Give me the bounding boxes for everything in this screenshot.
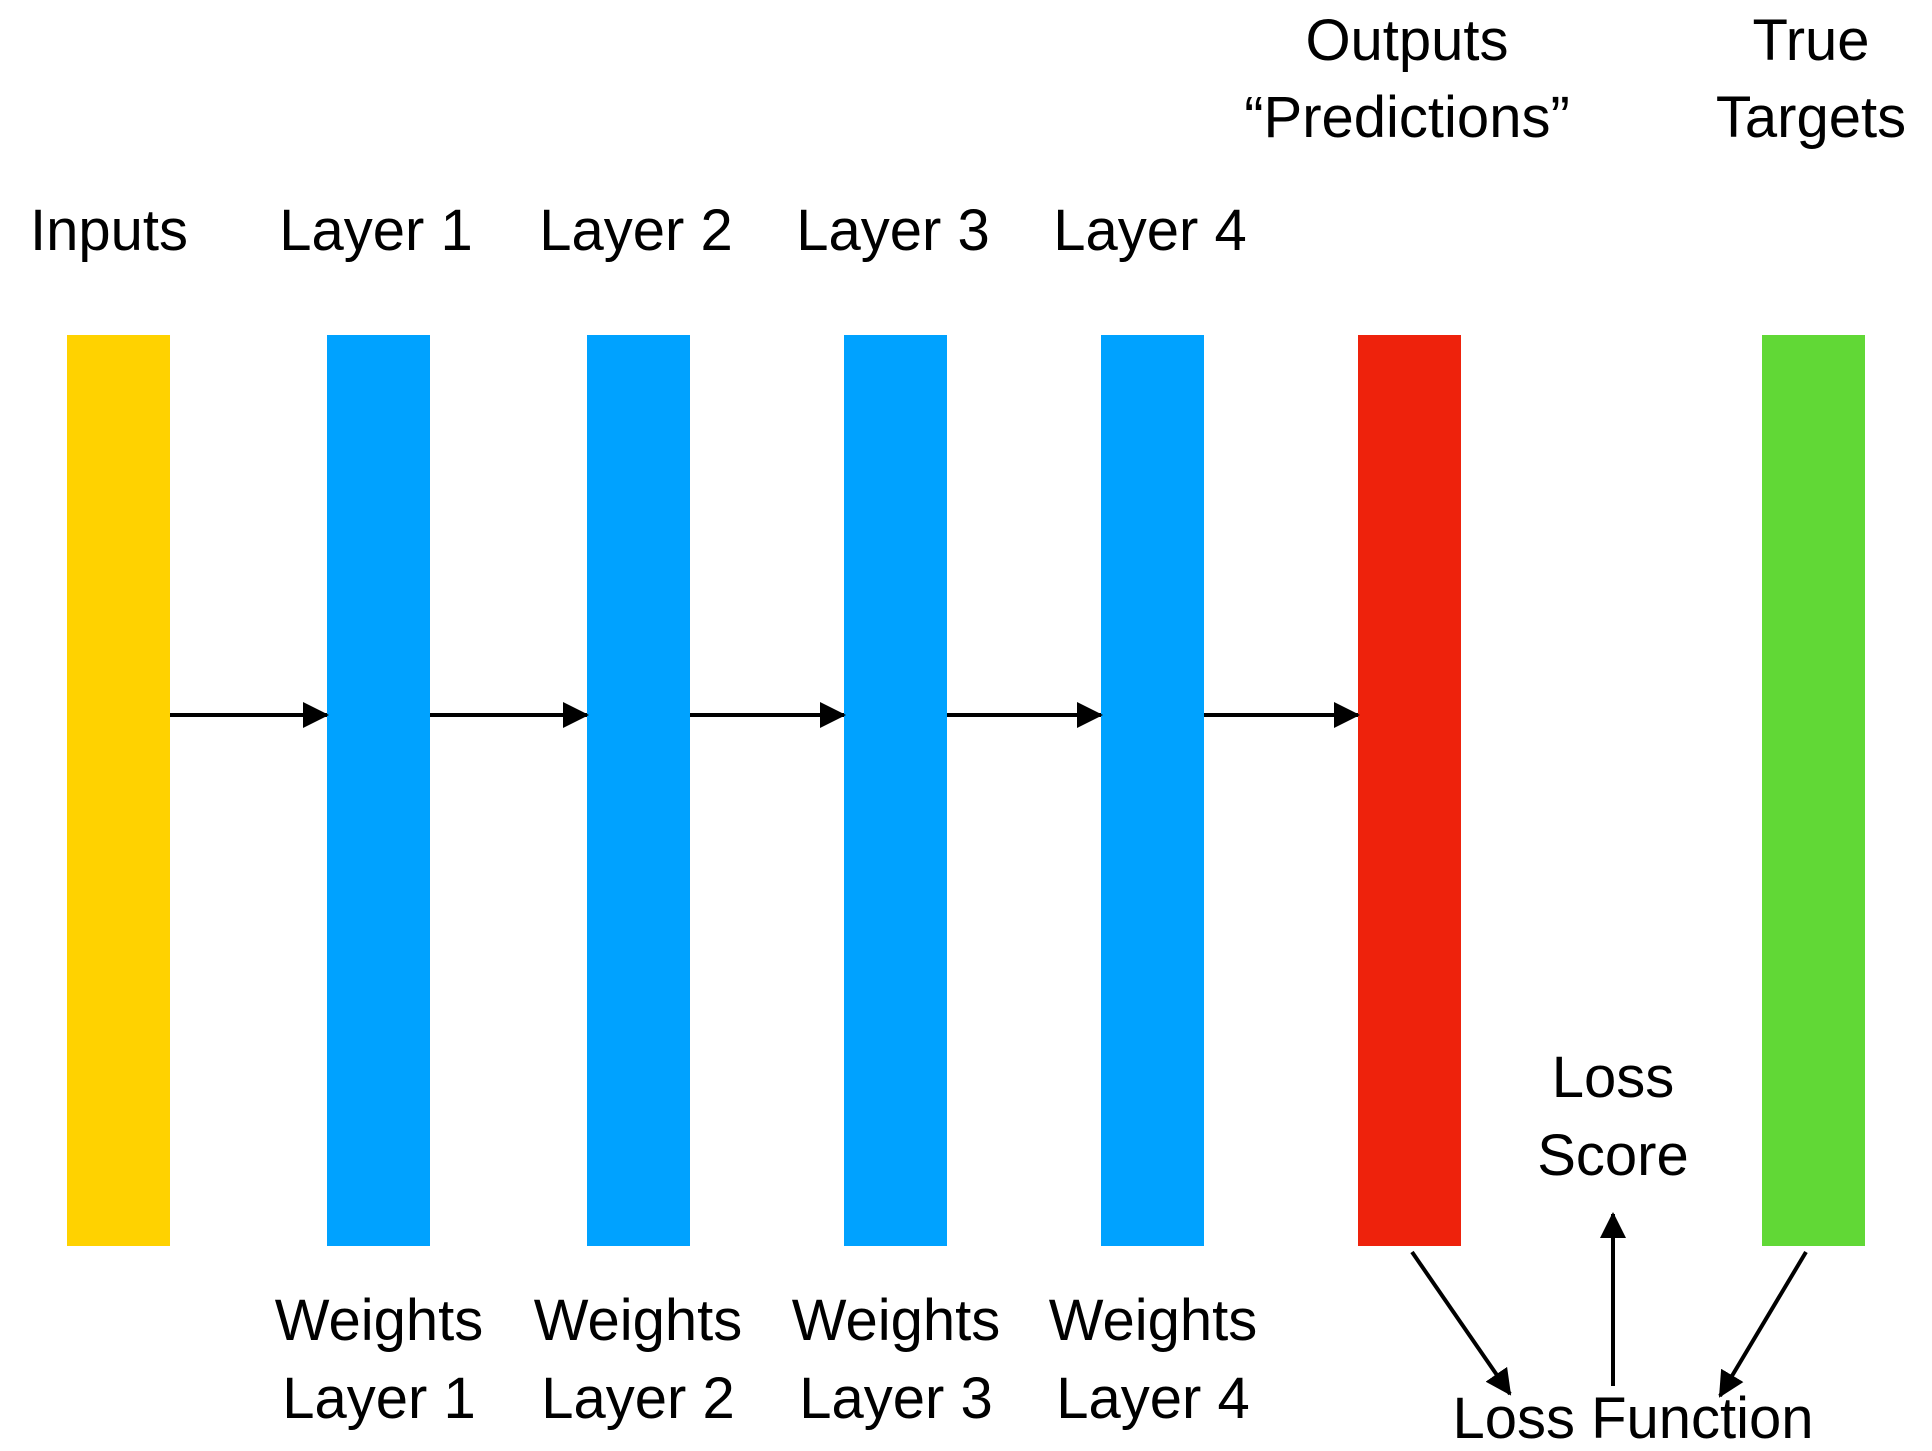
layer3-bar [844, 335, 947, 1246]
weights3-label-line2: Layer 3 [799, 1366, 992, 1431]
weights1-label-line1: Weights [275, 1288, 483, 1353]
inputs-label: Inputs [30, 198, 188, 263]
layer1-label: Layer 1 [279, 198, 472, 263]
layer2-bar [587, 335, 690, 1246]
targets-label-line1: True [1752, 8, 1869, 73]
layer2-label: Layer 2 [539, 198, 732, 263]
weights1-label-line2: Layer 1 [282, 1366, 475, 1431]
arrow-outputs-to-loss-function [1410, 1250, 1512, 1396]
weights2-label-line1: Weights [534, 1288, 742, 1353]
layer3-label: Layer 3 [796, 198, 989, 263]
weights3-label-line1: Weights [792, 1288, 1000, 1353]
targets-bar [1762, 335, 1865, 1246]
layer1-bar [327, 335, 430, 1246]
layer4-label: Layer 4 [1053, 198, 1246, 263]
loss-function-label: Loss Function [1452, 1386, 1813, 1451]
weights4-label-line1: Weights [1049, 1288, 1257, 1353]
inputs-bar [67, 335, 170, 1246]
loss-score-label-line1: Loss [1552, 1045, 1675, 1110]
outputs-bar [1358, 335, 1461, 1246]
outputs-label-line1: Outputs [1305, 8, 1508, 73]
weights2-label-line2: Layer 2 [541, 1366, 734, 1431]
outputs-label-line2: “Predictions” [1244, 85, 1570, 150]
weights4-label-line2: Layer 4 [1056, 1366, 1249, 1431]
loss-score-label-line2: Score [1537, 1123, 1689, 1188]
layer4-bar [1101, 335, 1204, 1246]
arrow-targets-to-loss-function [1718, 1250, 1808, 1398]
targets-label-line2: Targets [1716, 85, 1906, 150]
